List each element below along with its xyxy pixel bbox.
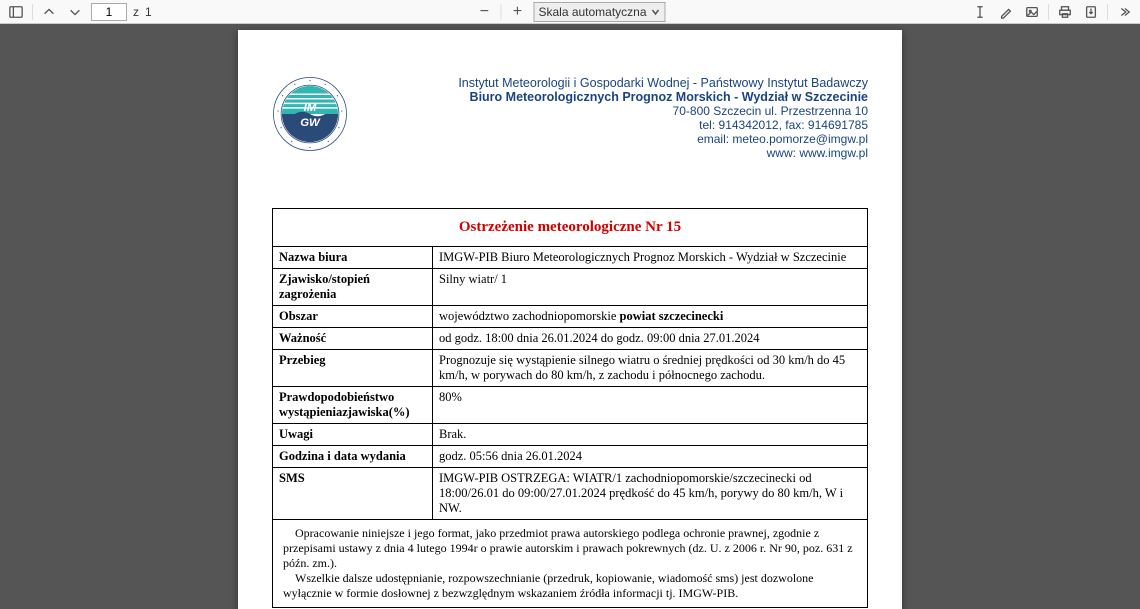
probability-value: 80%: [433, 387, 868, 424]
table-row: Godzina i data wydania godz. 05:56 dnia …: [273, 446, 868, 468]
email-label: email:: [697, 132, 732, 146]
table-row: Przebieg Prognozuje się wystąpienie siln…: [273, 350, 868, 387]
validity-label: Ważność: [273, 328, 433, 350]
page-separator-label: z: [133, 5, 139, 19]
image-tool-icon[interactable]: [1022, 2, 1042, 22]
validity-value: od godz. 18:00 dnia 26.01.2024 do godz. …: [433, 328, 868, 350]
pdf-viewer: IM GW Instytut Meteorologii i Gospodarki…: [0, 24, 1140, 609]
institute-address: 70-800 Szczecin ul. Przestrzenna 10: [368, 104, 868, 118]
table-footer-row: Opracowanie niniejsze i jego format, jak…: [273, 520, 868, 608]
table-row: SMS IMGW-PIB OSTRZEGA: WIATR/1 zachodnio…: [273, 468, 868, 520]
phenomenon-value: Silny wiatr/ 1: [433, 269, 868, 306]
probability-label-line2: wystąpieniazjawiska(%): [279, 405, 410, 419]
toolbar-separator: [1107, 4, 1108, 20]
issued-label: Godzina i data wydania: [273, 446, 433, 468]
office-label: Nazwa biura: [273, 247, 433, 269]
copyright-footer: Opracowanie niniejsze i jego format, jak…: [273, 520, 868, 608]
footer-paragraph-2: Wszelkie dalsze udostępnianie, rozpowsze…: [283, 571, 857, 601]
institute-name: Instytut Meteorologii i Gospodarki Wodne…: [368, 76, 868, 90]
draw-tool-icon[interactable]: [996, 2, 1016, 22]
page-down-icon[interactable]: [65, 2, 85, 22]
institute-www-line: www: www.imgw.pl: [368, 146, 868, 160]
institute-email[interactable]: meteo.pomorze@imgw.pl: [732, 132, 868, 146]
probability-label: Prawdopodobieństwo wystąpieniazjawiska(%…: [273, 387, 433, 424]
phenomenon-label: Zjawisko/stopień zagrożenia: [273, 269, 433, 306]
table-row: Zjawisko/stopień zagrożenia Silny wiatr/…: [273, 269, 868, 306]
page-total-label: 1: [145, 5, 152, 19]
institute-phone: tel: 914342012, fax: 914691785: [368, 118, 868, 132]
table-row: Obszar województwo zachodniopomorskie po…: [273, 306, 868, 328]
page-number-input[interactable]: [91, 3, 127, 21]
table-row: Nazwa biura IMGW-PIB Biuro Meteorologicz…: [273, 247, 868, 269]
zoom-select[interactable]: Skala automatyczna: [533, 2, 665, 22]
more-tools-icon[interactable]: [1114, 2, 1134, 22]
zoom-out-icon[interactable]: −: [474, 2, 494, 22]
print-icon[interactable]: [1055, 2, 1075, 22]
issued-value: godz. 05:56 dnia 26.01.2024: [433, 446, 868, 468]
toolbar-separator: [500, 4, 501, 20]
zoom-in-icon[interactable]: +: [507, 2, 527, 22]
footer-paragraph-1: Opracowanie niniejsze i jego format, jak…: [283, 526, 857, 571]
warning-title: Ostrzeżenie meteorologiczne Nr 15: [273, 209, 868, 247]
toolbar-separator: [1048, 4, 1049, 20]
course-value: Prognozuje się wystąpienie silnego wiatr…: [433, 350, 868, 387]
letterhead: IM GW Instytut Meteorologii i Gospodarki…: [272, 76, 868, 160]
page-up-icon[interactable]: [39, 2, 59, 22]
probability-label-line1: Prawdopodobieństwo: [279, 390, 394, 404]
area-county: powiat szczecinecki: [620, 309, 724, 323]
toolbar-separator: [32, 4, 33, 20]
pdf-page: IM GW Instytut Meteorologii i Gospodarki…: [238, 30, 902, 609]
pdf-toolbar: z 1 − + Skala automatyczna: [0, 0, 1140, 24]
sidebar-toggle-icon[interactable]: [6, 2, 26, 22]
course-label: Przebieg: [273, 350, 433, 387]
table-title-row: Ostrzeżenie meteorologiczne Nr 15: [273, 209, 868, 247]
svg-text:IM: IM: [304, 102, 317, 114]
warning-table: Ostrzeżenie meteorologiczne Nr 15 Nazwa …: [272, 208, 868, 608]
zoom-select-label: Skala automatyczna: [538, 5, 646, 19]
area-label: Obszar: [273, 306, 433, 328]
bureau-name: Biuro Meteorologicznych Prognoz Morskich…: [368, 90, 868, 104]
sms-value: IMGW-PIB OSTRZEGA: WIATR/1 zachodniopomo…: [433, 468, 868, 520]
area-value: województwo zachodniopomorskie powiat sz…: [433, 306, 868, 328]
institute-www[interactable]: www.imgw.pl: [799, 146, 868, 160]
table-row: Uwagi Brak.: [273, 424, 868, 446]
www-label: www:: [767, 146, 800, 160]
text-tool-icon[interactable]: [970, 2, 990, 22]
download-icon[interactable]: [1081, 2, 1101, 22]
institute-logo: IM GW: [272, 76, 348, 155]
table-row: Ważność od godz. 18:00 dnia 26.01.2024 d…: [273, 328, 868, 350]
notes-label: Uwagi: [273, 424, 433, 446]
svg-text:GW: GW: [300, 117, 321, 129]
area-prefix: województwo zachodniopomorskie: [439, 309, 620, 323]
sms-label: SMS: [273, 468, 433, 520]
institute-email-line: email: meteo.pomorze@imgw.pl: [368, 132, 868, 146]
chevron-down-icon: [651, 7, 661, 17]
table-row: Prawdopodobieństwo wystąpieniazjawiska(%…: [273, 387, 868, 424]
notes-value: Brak.: [433, 424, 868, 446]
letterhead-text: Instytut Meteorologii i Gospodarki Wodne…: [368, 76, 868, 160]
office-value: IMGW-PIB Biuro Meteorologicznych Prognoz…: [433, 247, 868, 269]
